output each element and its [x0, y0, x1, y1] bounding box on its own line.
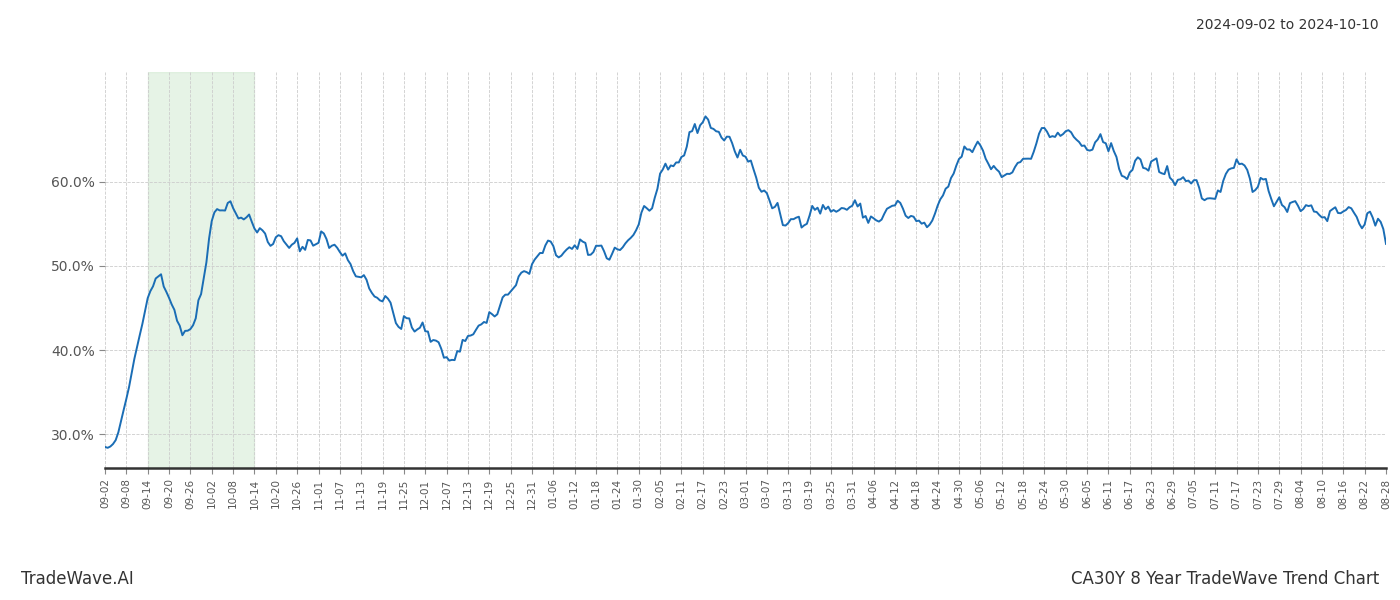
Text: CA30Y 8 Year TradeWave Trend Chart: CA30Y 8 Year TradeWave Trend Chart	[1071, 570, 1379, 588]
Text: 2024-09-02 to 2024-10-10: 2024-09-02 to 2024-10-10	[1197, 18, 1379, 32]
Text: TradeWave.AI: TradeWave.AI	[21, 570, 134, 588]
Bar	[148, 72, 255, 468]
